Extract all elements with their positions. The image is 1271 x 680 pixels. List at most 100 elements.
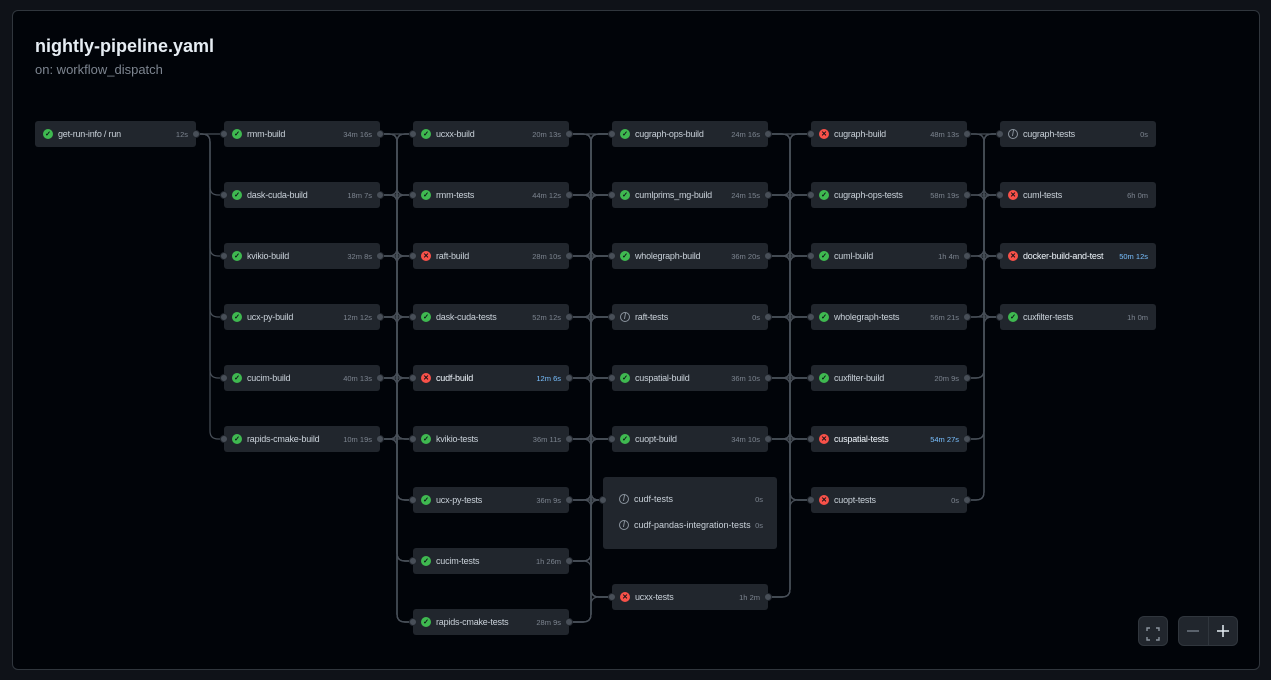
job-cudf-tests[interactable]: / cudf-tests 0s (619, 494, 763, 504)
output-port (376, 252, 384, 260)
job-cugraph-build[interactable]: ✕ cugraph-build 48m 13s (811, 121, 967, 147)
job-raft-build[interactable]: ✕ raft-build 28m 10s (413, 243, 569, 269)
edge (569, 499, 603, 562)
zoom-controls (1178, 616, 1238, 646)
x-circle-icon: ✕ (819, 129, 829, 139)
zoom-out-button[interactable] (1179, 617, 1208, 645)
skip-icon: / (619, 494, 629, 504)
job-rapids-cmake-build[interactable]: ✓ rapids-cmake-build 10m 19s (224, 426, 380, 452)
job-kvikio-build[interactable]: ✓ kvikio-build 32m 8s (224, 243, 380, 269)
output-port (565, 130, 573, 138)
check-circle-icon: ✓ (421, 312, 431, 322)
input-port (807, 374, 815, 382)
job-get-run-info-run[interactable]: ✓ get-run-info / run 12s (35, 121, 196, 147)
edge (569, 438, 603, 501)
job-duration: 48m 13s (930, 129, 959, 139)
job-cuml-tests[interactable]: ✕ cuml-tests 6h 0m (1000, 182, 1156, 208)
job-kvikio-tests[interactable]: ✓ kvikio-tests 36m 11s (413, 426, 569, 452)
job-cudf-pandas-integration-tests[interactable]: / cudf-pandas-integration-tests 0s (619, 520, 763, 530)
check-circle-icon: ✓ (620, 434, 630, 444)
job-cuml-build[interactable]: ✓ cuml-build 1h 4m (811, 243, 967, 269)
output-port (963, 252, 971, 260)
check-circle-icon: ✓ (421, 434, 431, 444)
input-port (220, 130, 228, 138)
job-name: rmm-tests (436, 190, 475, 200)
job-rmm-build[interactable]: ✓ rmm-build 34m 16s (224, 121, 380, 147)
job-cugraph-tests[interactable]: / cugraph-tests 0s (1000, 121, 1156, 147)
input-port (220, 191, 228, 199)
job-dask-cuda-tests[interactable]: ✓ dask-cuda-tests 52m 12s (413, 304, 569, 330)
job-duration: 34m 10s (731, 434, 760, 444)
job-name: kvikio-build (247, 251, 290, 261)
job-duration: 58m 19s (930, 190, 959, 200)
input-port (807, 252, 815, 260)
job-rapids-cmake-tests[interactable]: ✓ rapids-cmake-tests 28m 9s (413, 609, 569, 635)
x-circle-icon: ✕ (421, 251, 431, 261)
check-circle-icon: ✓ (43, 129, 53, 139)
output-port (963, 496, 971, 504)
output-port (192, 130, 200, 138)
check-circle-icon: ✓ (232, 251, 242, 261)
job-duration: 36m 10s (731, 373, 760, 383)
job-duration: 52m 12s (532, 312, 561, 322)
job-cugraph-ops-build[interactable]: ✓ cugraph-ops-build 24m 16s (612, 121, 768, 147)
job-cucim-build[interactable]: ✓ cucim-build 40m 13s (224, 365, 380, 391)
job-ucx-py-tests[interactable]: ✓ ucx-py-tests 36m 9s (413, 487, 569, 513)
job-name: dask-cuda-tests (436, 312, 497, 322)
check-circle-icon: ✓ (421, 190, 431, 200)
job-cuopt-tests[interactable]: ✕ cuopt-tests 0s (811, 487, 967, 513)
input-port (599, 496, 607, 504)
job-cucim-tests[interactable]: ✓ cucim-tests 1h 26m (413, 548, 569, 574)
job-cuxfilter-build[interactable]: ✓ cuxfilter-build 20m 9s (811, 365, 967, 391)
job-rmm-tests[interactable]: ✓ rmm-tests 44m 12s (413, 182, 569, 208)
job-duration: 0s (755, 520, 763, 530)
input-port (409, 618, 417, 626)
job-ucx-py-build[interactable]: ✓ ucx-py-build 12m 12s (224, 304, 380, 330)
output-port (764, 130, 772, 138)
job-ucxx-tests[interactable]: ✕ ucxx-tests 1h 2m (612, 584, 768, 610)
input-port (608, 130, 616, 138)
job-docker-build-and-test[interactable]: ✕ docker-build-and-test 50m 12s (1000, 243, 1156, 269)
job-cuopt-build[interactable]: ✓ cuopt-build 34m 10s (612, 426, 768, 452)
job-duration: 24m 15s (731, 190, 760, 200)
input-port (608, 313, 616, 321)
input-port (220, 252, 228, 260)
check-circle-icon: ✓ (232, 312, 242, 322)
output-port (565, 374, 573, 382)
input-port (220, 374, 228, 382)
job-cuspatial-tests[interactable]: ✕ cuspatial-tests 54m 27s (811, 426, 967, 452)
check-circle-icon: ✓ (620, 251, 630, 261)
job-cudf-build[interactable]: ✕ cudf-build 12m 6s (413, 365, 569, 391)
job-name: ucxx-build (436, 129, 475, 139)
output-port (764, 435, 772, 443)
job-cuxfilter-tests[interactable]: ✓ cuxfilter-tests 1h 0m (1000, 304, 1156, 330)
input-port (608, 252, 616, 260)
output-port (565, 557, 573, 565)
job-name: raft-build (436, 251, 470, 261)
job-name: raft-tests (635, 312, 669, 322)
job-wholegraph-build[interactable]: ✓ wholegraph-build 36m 20s (612, 243, 768, 269)
job-duration: 36m 9s (536, 495, 561, 505)
workflow-title: nightly-pipeline.yaml (35, 36, 215, 56)
job-raft-tests[interactable]: / raft-tests 0s (612, 304, 768, 330)
input-port (220, 313, 228, 321)
job-cuspatial-build[interactable]: ✓ cuspatial-build 36m 10s (612, 365, 768, 391)
job-duration: 28m 10s (532, 251, 561, 261)
job-dask-cuda-build[interactable]: ✓ dask-cuda-build 18m 7s (224, 182, 380, 208)
job-group-cudf-tests[interactable]: / cudf-tests 0s / cudf-pandas-integration-te… (603, 477, 777, 549)
zoom-in-button[interactable] (1207, 617, 1238, 645)
job-duration: 34m 16s (343, 129, 372, 139)
job-cumlprims-mg-build[interactable]: ✓ cumlprims_mg-build 24m 15s (612, 182, 768, 208)
fullscreen-button[interactable] (1138, 616, 1168, 646)
edge (380, 438, 413, 623)
job-wholegraph-tests[interactable]: ✓ wholegraph-tests 56m 21s (811, 304, 967, 330)
x-circle-icon: ✕ (819, 495, 829, 505)
job-name: cuspatial-build (635, 373, 690, 383)
check-circle-icon: ✓ (620, 190, 630, 200)
output-port (376, 435, 384, 443)
job-cugraph-ops-tests[interactable]: ✓ cugraph-ops-tests 58m 19s (811, 182, 967, 208)
check-circle-icon: ✓ (819, 190, 829, 200)
output-port (565, 252, 573, 260)
job-ucxx-build[interactable]: ✓ ucxx-build 20m 13s (413, 121, 569, 147)
